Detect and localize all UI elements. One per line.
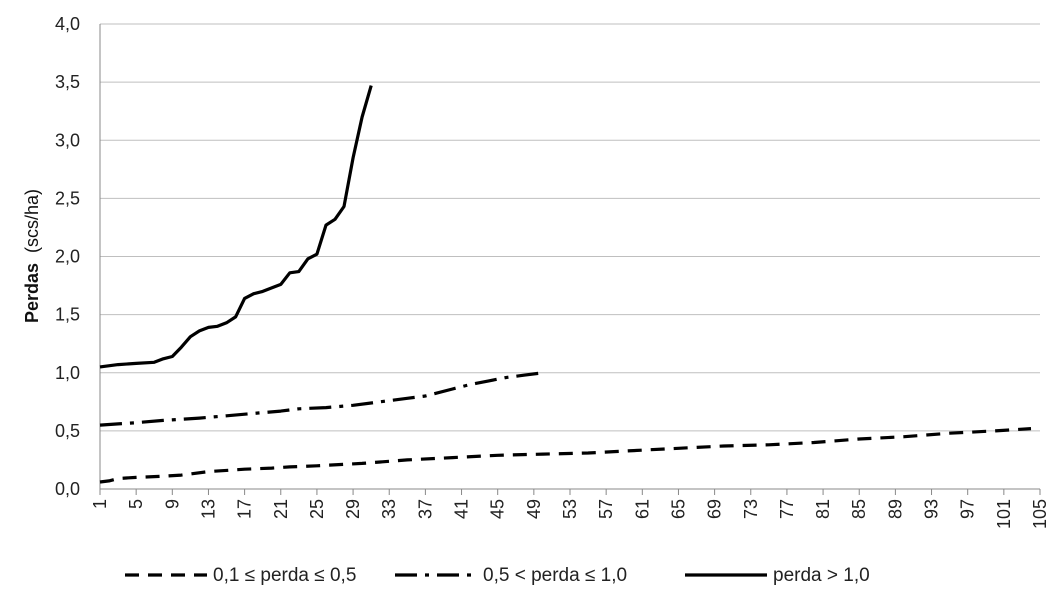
x-tick-label: 41	[452, 499, 472, 519]
x-tick-label: 105	[1030, 499, 1050, 529]
x-axis-ticks: 1 5 9 13 17 21 25 29 33 37 41 45 49 53 57 61 65 69 73 77 81 8…	[90, 489, 1050, 529]
axes	[99, 24, 1040, 490]
x-tick-label: 25	[307, 499, 327, 519]
x-tick-label: 89	[885, 499, 905, 519]
y-tick-label: 1,5	[55, 305, 80, 325]
x-tick-label: 101	[994, 499, 1014, 529]
series-line-1	[99, 427, 1032, 484]
x-tick-label: 5	[126, 499, 146, 509]
y-tick-label: 3,5	[55, 72, 80, 92]
x-tick-label: 49	[524, 499, 544, 519]
legend-label-3: perda > 1,0	[773, 565, 870, 586]
x-tick-label: 57	[596, 499, 616, 519]
x-tick-label: 93	[922, 499, 942, 519]
y-axis-label: Perdas (scs/ha)	[22, 189, 42, 323]
x-tick-label: 33	[379, 499, 399, 519]
x-tick-label: 21	[271, 499, 291, 519]
series-lines	[99, 85, 1032, 484]
legend-label-2: 0,5 < perda ≤ 1,0	[483, 565, 627, 586]
x-tick-label: 17	[235, 499, 255, 519]
y-tick-label: 1,0	[55, 363, 80, 383]
y-axis-label-unit: (scs/ha)	[22, 189, 42, 253]
x-tick-label: 69	[705, 499, 725, 519]
x-tick-label: 61	[632, 499, 652, 519]
series-line-2	[99, 371, 544, 427]
x-tick-label: 81	[813, 499, 833, 519]
y-tick-label: 2,5	[55, 188, 80, 208]
y-tick-label: 3,0	[55, 130, 80, 150]
x-tick-label: 29	[343, 499, 363, 519]
x-tick-label: 77	[777, 499, 797, 519]
x-tick-label: 97	[958, 499, 978, 519]
x-tick-label: 9	[162, 499, 182, 509]
x-tick-label: 13	[198, 499, 218, 519]
legend: 0,1 ≤ perda ≤ 0,5 0,5 < perda ≤ 1,0 perda …	[125, 565, 870, 586]
x-tick-label: 1	[90, 499, 110, 509]
y-tick-label: 0,0	[55, 479, 80, 499]
y-tick-label: 2,0	[55, 247, 80, 267]
x-tick-label: 45	[488, 499, 508, 519]
y-axis-label-bold: Perdas	[22, 263, 42, 323]
x-tick-label: 53	[560, 499, 580, 519]
x-tick-label: 85	[849, 499, 869, 519]
x-tick-label: 65	[668, 499, 688, 519]
y-axis-ticks: 0,0 0,5 1,0 1,5 2,0 2,5 3,0 3,5 4,0	[55, 14, 80, 499]
gridlines	[100, 23, 1040, 432]
y-tick-label: 4,0	[55, 14, 80, 34]
series-line-3	[99, 85, 373, 369]
legend-label-1: 0,1 ≤ perda ≤ 0,5	[213, 565, 356, 586]
x-tick-label: 37	[415, 499, 435, 519]
x-tick-label: 73	[741, 499, 761, 519]
y-tick-label: 0,5	[55, 421, 80, 441]
